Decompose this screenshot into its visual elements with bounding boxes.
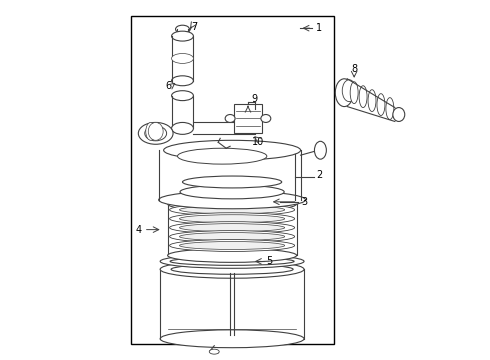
Ellipse shape	[160, 260, 304, 278]
Text: 3: 3	[301, 197, 308, 207]
Ellipse shape	[179, 224, 285, 231]
Ellipse shape	[342, 80, 356, 102]
Ellipse shape	[368, 90, 376, 112]
Text: 4: 4	[136, 225, 142, 235]
Ellipse shape	[160, 330, 304, 348]
Ellipse shape	[168, 196, 296, 212]
Ellipse shape	[170, 257, 294, 265]
Bar	[234, 104, 262, 133]
Text: 8: 8	[351, 64, 357, 74]
Ellipse shape	[170, 213, 294, 225]
Ellipse shape	[225, 114, 235, 122]
Ellipse shape	[168, 248, 296, 262]
Bar	[131, 16, 334, 344]
Ellipse shape	[164, 140, 300, 160]
Ellipse shape	[172, 76, 194, 86]
Text: 7: 7	[191, 22, 197, 32]
Ellipse shape	[148, 122, 163, 140]
Ellipse shape	[138, 122, 173, 144]
Ellipse shape	[179, 242, 285, 249]
Ellipse shape	[209, 349, 219, 354]
Ellipse shape	[315, 141, 326, 159]
Text: 5: 5	[267, 256, 273, 266]
Ellipse shape	[145, 126, 167, 141]
Ellipse shape	[177, 148, 267, 164]
Ellipse shape	[179, 233, 285, 240]
Ellipse shape	[359, 86, 367, 108]
Ellipse shape	[179, 206, 285, 214]
Ellipse shape	[170, 239, 294, 251]
Ellipse shape	[386, 98, 394, 120]
Ellipse shape	[180, 185, 284, 199]
Ellipse shape	[170, 204, 294, 216]
Ellipse shape	[172, 91, 194, 100]
Ellipse shape	[170, 231, 294, 243]
Ellipse shape	[170, 222, 294, 234]
Text: 2: 2	[317, 170, 322, 180]
Ellipse shape	[261, 114, 271, 122]
Ellipse shape	[350, 82, 358, 104]
Text: 9: 9	[252, 94, 258, 104]
Text: 6: 6	[166, 81, 171, 91]
Text: 1: 1	[317, 23, 322, 33]
Ellipse shape	[335, 79, 353, 107]
Ellipse shape	[146, 122, 156, 140]
Ellipse shape	[179, 215, 285, 223]
Text: 10: 10	[252, 137, 264, 147]
Ellipse shape	[171, 264, 293, 274]
Ellipse shape	[175, 25, 190, 33]
Ellipse shape	[172, 31, 194, 41]
Ellipse shape	[172, 122, 194, 134]
Ellipse shape	[377, 94, 385, 116]
Ellipse shape	[172, 54, 194, 63]
Ellipse shape	[160, 255, 304, 268]
Ellipse shape	[393, 108, 405, 121]
Ellipse shape	[182, 176, 282, 188]
Ellipse shape	[159, 191, 306, 209]
